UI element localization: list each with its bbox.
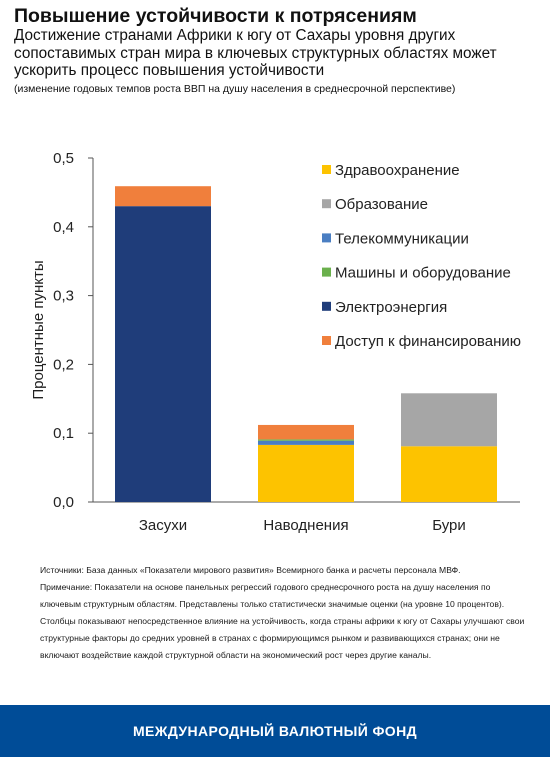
- x-category-label: Бури: [432, 517, 466, 534]
- x-category-label: Засухи: [139, 517, 187, 534]
- bar-segment: [115, 206, 211, 502]
- legend-swatch: [322, 233, 331, 243]
- y-tick-label: 0,4: [53, 219, 74, 236]
- bar-segment: [258, 439, 354, 441]
- bar-segment: [258, 444, 354, 502]
- legend-label: Доступ к финансированию: [335, 333, 521, 350]
- y-tick-label: 0,1: [53, 425, 74, 442]
- bar-segment: [258, 424, 354, 440]
- y-tick-label: 0,5: [53, 150, 74, 167]
- legend-label: Здравоохранение: [335, 162, 460, 179]
- legend-swatch: [322, 267, 331, 277]
- bar-segment: [401, 393, 497, 447]
- legend-label: Телекоммуникации: [335, 230, 469, 247]
- chart-title: Повышение устойчивости к потрясениям: [14, 5, 417, 27]
- legend-swatch: [322, 301, 331, 311]
- chart-units-note: (изменение годовых темпов роста ВВП на д…: [14, 83, 456, 95]
- sources-text: Источники: База данных «Показатели миров…: [40, 565, 461, 575]
- bar-segment: [258, 440, 354, 445]
- legend-label: Электроэнергия: [335, 299, 447, 316]
- legend-swatch: [322, 199, 331, 209]
- x-category-label: Наводнения: [263, 517, 348, 534]
- y-axis-title: Процентные пункты: [30, 260, 47, 399]
- stacked-bar-chart: 0,0 0,1 0,2 0,3 0,4 0,5 Процентные пункты Засух…: [30, 150, 521, 534]
- bar-segment: [401, 446, 497, 502]
- chart-subtitle: Достижение странами Африки к югу от Саха…: [14, 27, 497, 79]
- bar-segment: [115, 186, 211, 207]
- org-name: МЕЖДУНАРОДНЫЙ ВАЛЮТНЫЙ ФОНД: [133, 723, 417, 739]
- y-tick-label: 0,3: [53, 288, 74, 305]
- notes-text: Примечание: Показатели на основе панельн…: [40, 582, 525, 660]
- y-tick-label: 0,0: [53, 494, 74, 511]
- legend-label: Машины и оборудование: [335, 265, 511, 282]
- legend-label: Образование: [335, 196, 428, 213]
- footer-banner: МЕЖДУНАРОДНЫЙ ВАЛЮТНЫЙ ФОНД: [0, 705, 550, 757]
- legend-swatch: [322, 165, 331, 174]
- sources-block: Источники: База данных «Показатели миров…: [40, 562, 528, 664]
- legend-swatch: [322, 336, 331, 345]
- y-tick-label: 0,2: [53, 356, 74, 373]
